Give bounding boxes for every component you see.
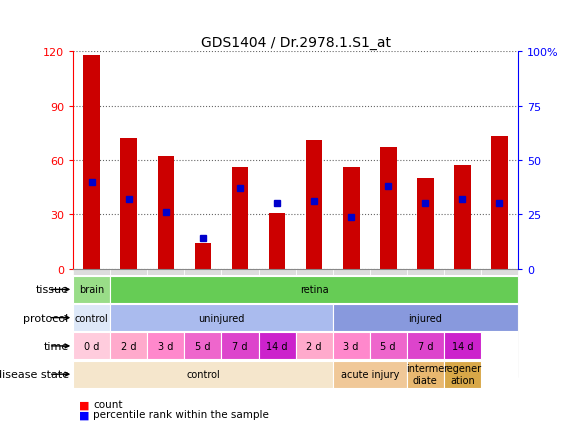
Bar bbox=[296, 332, 333, 360]
Text: control: control bbox=[186, 369, 220, 379]
Bar bbox=[444, 332, 481, 360]
Bar bbox=[444, 361, 481, 388]
Text: 2 d: 2 d bbox=[121, 341, 137, 351]
Text: count: count bbox=[93, 400, 122, 409]
Bar bbox=[221, 332, 258, 360]
Text: control: control bbox=[75, 313, 109, 323]
Text: ■: ■ bbox=[79, 410, 90, 419]
Bar bbox=[73, 304, 110, 332]
Bar bbox=[73, 269, 110, 378]
Bar bbox=[120, 139, 137, 269]
Bar bbox=[185, 269, 221, 378]
Bar bbox=[148, 332, 185, 360]
Text: interme
diate: interme diate bbox=[406, 364, 444, 385]
Text: 5 d: 5 d bbox=[381, 341, 396, 351]
Text: disease state: disease state bbox=[0, 369, 69, 379]
Text: retina: retina bbox=[300, 285, 328, 295]
Bar bbox=[110, 304, 333, 332]
Bar bbox=[454, 166, 471, 269]
Text: 5 d: 5 d bbox=[195, 341, 211, 351]
Text: protocol: protocol bbox=[24, 313, 69, 323]
Bar bbox=[406, 361, 444, 388]
Bar bbox=[110, 269, 148, 378]
Bar bbox=[333, 361, 406, 388]
Bar bbox=[333, 304, 518, 332]
Bar bbox=[83, 56, 100, 269]
Text: ■: ■ bbox=[79, 400, 90, 409]
Bar bbox=[380, 148, 396, 269]
Bar bbox=[269, 213, 285, 269]
Bar bbox=[73, 361, 333, 388]
Bar bbox=[481, 269, 518, 378]
Bar bbox=[306, 141, 323, 269]
Bar bbox=[185, 332, 221, 360]
Text: 0 d: 0 d bbox=[84, 341, 100, 351]
Text: 2 d: 2 d bbox=[306, 341, 322, 351]
Bar bbox=[110, 332, 148, 360]
Text: 7 d: 7 d bbox=[232, 341, 248, 351]
Text: time: time bbox=[43, 341, 69, 351]
Bar bbox=[370, 332, 406, 360]
Bar bbox=[258, 332, 296, 360]
Text: 14 d: 14 d bbox=[452, 341, 473, 351]
Bar bbox=[444, 269, 481, 378]
Bar bbox=[258, 269, 296, 378]
Bar bbox=[158, 157, 174, 269]
Text: percentile rank within the sample: percentile rank within the sample bbox=[93, 410, 269, 419]
Text: 14 d: 14 d bbox=[266, 341, 288, 351]
Bar bbox=[417, 179, 434, 269]
Title: GDS1404 / Dr.2978.1.S1_at: GDS1404 / Dr.2978.1.S1_at bbox=[200, 36, 391, 49]
Bar bbox=[333, 332, 370, 360]
Text: 3 d: 3 d bbox=[158, 341, 173, 351]
Bar bbox=[73, 332, 110, 360]
Bar bbox=[195, 244, 211, 269]
Bar bbox=[73, 276, 110, 303]
Text: acute injury: acute injury bbox=[341, 369, 399, 379]
Bar bbox=[221, 269, 258, 378]
Text: 7 d: 7 d bbox=[418, 341, 433, 351]
Text: uninjured: uninjured bbox=[198, 313, 245, 323]
Text: brain: brain bbox=[79, 285, 104, 295]
Bar bbox=[148, 269, 185, 378]
Text: injured: injured bbox=[408, 313, 443, 323]
Bar bbox=[491, 137, 508, 269]
Bar bbox=[406, 269, 444, 378]
Bar bbox=[406, 332, 444, 360]
Bar bbox=[333, 269, 370, 378]
Bar bbox=[370, 269, 406, 378]
Bar bbox=[343, 168, 360, 269]
Text: regener
ation: regener ation bbox=[443, 364, 481, 385]
Text: 3 d: 3 d bbox=[343, 341, 359, 351]
Bar bbox=[231, 168, 248, 269]
Bar bbox=[296, 269, 333, 378]
Text: tissue: tissue bbox=[35, 285, 69, 295]
